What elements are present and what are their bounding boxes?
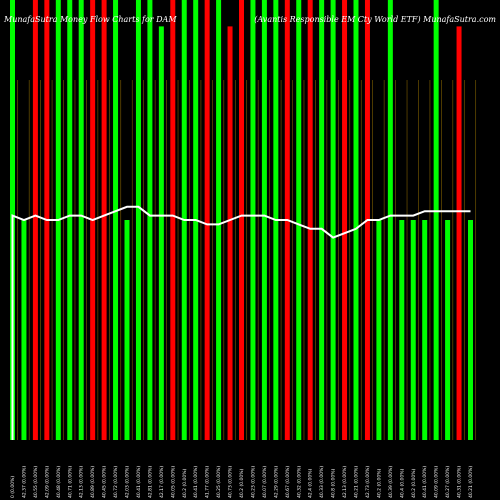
x-tick-label: 40.39 (0.00%) (388, 466, 394, 498)
bar (216, 0, 222, 440)
bar (170, 0, 176, 440)
bar (387, 0, 393, 440)
x-tick-label: 40.72 (0.00%) (113, 466, 119, 498)
bar (433, 0, 439, 440)
bar (239, 0, 244, 440)
bar (456, 26, 462, 441)
bar (227, 26, 233, 441)
x-tick-label: 40.2 (0.00%) (239, 468, 245, 498)
bar (147, 0, 153, 440)
x-tick-label: 42.37 (0.00%) (21, 466, 27, 498)
bars (10, 0, 473, 441)
bar (204, 0, 210, 440)
x-tick-label: 40.05 (0.00%) (170, 466, 176, 498)
bar (376, 220, 382, 440)
bar (307, 0, 313, 440)
x-tick-label: 40.67 (0.00%) (285, 466, 291, 498)
x-tick-label: 42.4 (0.00%) (308, 468, 314, 498)
x-tick-label: 42.09 (0.00%) (44, 466, 50, 498)
x-tick-label: 40.21 (0.00%) (468, 466, 474, 498)
x-tick-label: 40.32 (0.00%) (296, 466, 302, 498)
bar (399, 220, 405, 440)
bar (422, 220, 428, 440)
x-tick-label: 42.03 (0.00%) (125, 466, 131, 498)
trend-line-path (11, 205, 471, 440)
x-tick-label: 41.77 (0.00%) (205, 466, 211, 498)
x-tick-label: 40.09 (0.00%) (434, 466, 440, 498)
x-tick-label: 42.13 (0.00%) (79, 466, 85, 498)
bar (32, 0, 38, 440)
x-tick-label: 40.2 (0.00%) (376, 468, 382, 498)
bar (445, 220, 451, 440)
x-tick-label: 40.4 (0.00%) (399, 468, 405, 498)
bar (21, 220, 27, 440)
bar (410, 220, 416, 440)
bar (113, 0, 119, 440)
trend-line (11, 205, 471, 440)
bar (330, 0, 336, 440)
x-tick-label: 40.27 (0.00%) (445, 466, 451, 498)
x-tick-label: 0 (0.00%) (10, 476, 16, 498)
x-tick-label: 40.45 (0.00%) (102, 466, 108, 498)
bar (342, 0, 348, 440)
x-tick-label: 40.23 (0.00%) (250, 466, 256, 498)
chart-title-left: MunafaSutra Money Flow Charts for DAM (3, 15, 177, 24)
x-tick-label: 40.71 (0.00%) (67, 466, 73, 498)
bar (135, 0, 141, 440)
bar (124, 220, 130, 440)
x-tick-label: 40.07 (0.00%) (262, 466, 268, 498)
bar (468, 220, 473, 440)
x-tick-label: 40.41 (0.00%) (193, 466, 199, 498)
bar (261, 0, 267, 440)
x-tick-label: 40.21 (0.00%) (354, 466, 360, 498)
x-tick-label: 40.73 (0.00%) (228, 466, 234, 498)
bar (250, 0, 256, 440)
x-tick-label: 42.73 (0.00%) (365, 466, 371, 498)
bar (78, 0, 84, 440)
x-tick-label: 40.2 (0.00%) (182, 468, 188, 498)
x-tick-label: 40.31 (0.00%) (457, 466, 463, 498)
x-tick-labels: 0 (0.00%) 42.37 (0.00%) 40.55 (0.00%) 42.09… (10, 466, 474, 498)
x-tick-label: 40.41 (0.00%) (422, 466, 428, 498)
x-tick-label: 40.41 (0.00%) (136, 466, 142, 498)
x-tick-label: 42.29 (0.00%) (273, 466, 279, 498)
bar (353, 0, 359, 440)
bar (296, 0, 302, 440)
x-tick-label: 42.81 (0.00%) (147, 466, 153, 498)
x-tick-label: 40.8 (0.00%) (331, 468, 337, 498)
x-tick-label: 42.17 (0.00%) (159, 466, 165, 498)
bar (101, 0, 107, 440)
x-tick-label: 40.48 (0.00%) (56, 466, 62, 498)
x-tick-label: 40.25 (0.00%) (216, 466, 222, 498)
x-tick-label: 40.89 (0.00%) (90, 466, 96, 498)
bar (158, 26, 164, 441)
bar (319, 0, 325, 440)
x-tick-label: 42.13 (0.00%) (342, 466, 348, 498)
bar (67, 0, 73, 440)
chart-title-right: (Avantis Responsible EM Cty World ETF) M… (254, 15, 496, 24)
x-tick-label: 40.33 (0.00%) (319, 466, 325, 498)
separator-lines (17, 80, 477, 440)
x-tick-label: 40.55 (0.00%) (33, 466, 39, 498)
x-tick-label: 40.2 (0.00%) (411, 468, 417, 498)
